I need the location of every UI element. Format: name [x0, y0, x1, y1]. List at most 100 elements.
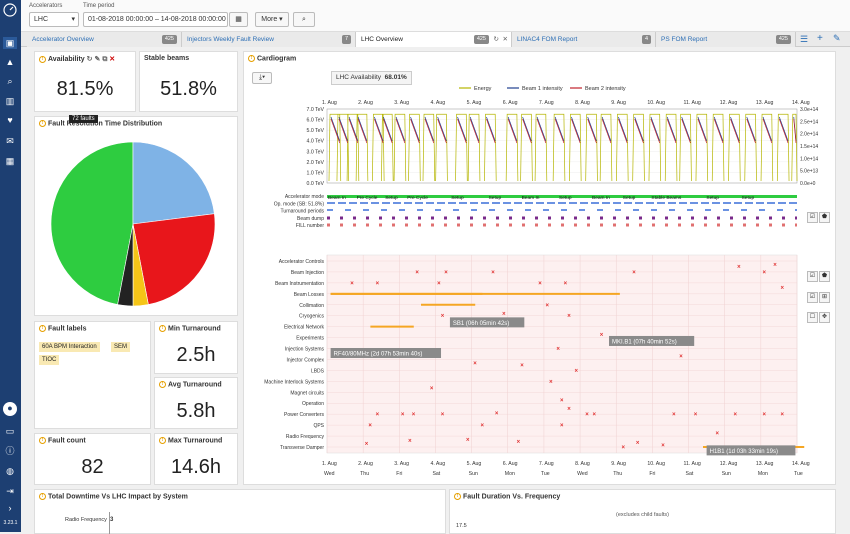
warning-icon: ! [159, 437, 166, 444]
stable-beams-panel: Stable beams 51.8% [139, 51, 238, 112]
bottom-day-label: 12. Aug [720, 461, 738, 467]
system-label: Injector Complex [286, 357, 324, 363]
info-icon[interactable]: ⓘ [5, 446, 15, 456]
download-button[interactable]: ⤓▾ [252, 72, 272, 84]
max-turnaround-panel: ! Max Turnaround 14.6h [154, 433, 238, 485]
bottom-day-label: 14. Aug [792, 461, 810, 467]
fault-marker: × [538, 281, 542, 287]
weekday-label: Tue [541, 471, 550, 477]
refresh-icon[interactable]: ↻ [86, 56, 93, 63]
accelerators-label: Accelerators [29, 3, 63, 9]
warning-icon: ! [159, 325, 166, 332]
right-tick-label: 3.0e+14 [800, 107, 818, 113]
bottom-day-label: 10. Aug [647, 461, 665, 467]
fault-marker: × [564, 281, 568, 287]
left-tick-label: 2.0 TeV [307, 160, 325, 166]
close-icon[interactable]: ✕ [502, 36, 508, 43]
refresh-icon[interactable]: ↻ [493, 36, 499, 43]
weekday-label: Fri [396, 471, 402, 477]
globe-icon[interactable]: ◍ [6, 466, 14, 476]
tag-icon[interactable]: ⬟ [819, 212, 830, 223]
fault-label-tag[interactable]: SEM [111, 342, 131, 352]
comments-icon[interactable]: ✉ [6, 136, 14, 146]
fault-label-tag[interactable]: 60A BPM Interaction [39, 342, 100, 352]
more-button[interactable]: More ▾ [255, 12, 289, 27]
left-tick-label: 1.0 TeV [307, 170, 325, 176]
tags-toggle[interactable]: ☑ [807, 212, 818, 223]
fault-marker: × [672, 412, 676, 418]
caret-down-icon: ▾ [71, 16, 75, 23]
search-icon[interactable]: ⌕ [7, 76, 13, 86]
duration-panel: ! Fault Duration Vs. Frequency (excludes … [449, 489, 836, 534]
tab-linac4-fom[interactable]: LINAC4 FOM Report 4 [512, 32, 656, 47]
tab-ps-fom[interactable]: PS FOM Report 425 [656, 32, 796, 47]
mode-label: Beam In [592, 195, 610, 201]
fault-label-tag[interactable]: TIOC [39, 355, 60, 365]
dashboard-icon[interactable]: ▣ [3, 37, 17, 49]
edit-tabs-icon[interactable]: ✎ [833, 33, 841, 43]
legend-label: Beam 2 intensity [585, 86, 626, 92]
fault-distribution-panel: ! Fault Resolution Time Distribution 72 f… [34, 115, 238, 316]
search-button[interactable]: ⌕ [293, 12, 315, 27]
user-avatar-icon[interactable]: ● [3, 402, 17, 416]
system-label: LBDS [311, 368, 325, 374]
accelerator-select[interactable]: LHC ▾ [29, 12, 79, 27]
system-label: Transverse Damper [280, 445, 324, 451]
top-day-label: 4. Aug [430, 100, 445, 106]
cardiogram-chart: Energy Beam 1 intensity Beam 2 intensity 1.… [264, 86, 818, 477]
logout-icon[interactable]: ⇥ [6, 486, 14, 496]
time-period-label: Time period [83, 3, 115, 9]
weekday-label: Mon [505, 471, 515, 477]
list-icon[interactable]: ☰ [800, 34, 809, 44]
beam1-series [330, 116, 797, 142]
fault-marker: × [401, 412, 405, 418]
left-tick-label: 6.0 TeV [307, 118, 325, 124]
fault-marker: × [600, 332, 604, 338]
fault-marker: × [520, 363, 524, 369]
expand-toggle[interactable]: ☐ [807, 312, 818, 323]
system-label: Operation [302, 401, 324, 407]
keyboard-icon[interactable]: ▭ [5, 426, 15, 436]
warning-icon: ! [248, 55, 255, 62]
tab-lhc-overview[interactable]: LHC Overview 425 ↻ ✕ [356, 32, 512, 47]
heartbeat-icon[interactable]: ♥ [7, 115, 13, 125]
calendar-button[interactable]: ▦ [229, 12, 248, 27]
copy-icon[interactable]: ⧉ [102, 56, 108, 63]
hierarchy-toggle[interactable]: ☑ [807, 292, 818, 303]
fault-count-title: ! Fault count [39, 437, 86, 444]
tag-icon[interactable]: ⬟ [819, 271, 830, 282]
sitemap-icon[interactable]: ⊞ [819, 292, 830, 303]
chart-icon[interactable]: ▥ [5, 96, 15, 106]
min-turnaround-panel: ! Min Turnaround 2.5h [154, 321, 238, 374]
right-tick-label: 1.0e+14 [800, 156, 818, 162]
fault-marker: × [466, 437, 470, 443]
system-label: Radio Frequency [286, 434, 325, 440]
time-period-input[interactable]: 01-08-2018 00:00:00 – 14-08-2018 00:00:0… [83, 12, 228, 27]
fault-marker: × [621, 445, 625, 451]
tab-injectors-weekly[interactable]: Injectors Weekly Fault Review 7 [182, 32, 356, 47]
availability-title: ! Availability ↻ ✎ ⧉ ✕ [39, 55, 115, 64]
close-icon[interactable]: ✕ [109, 56, 116, 63]
edit-icon[interactable]: ✎ [94, 56, 101, 63]
table-icon[interactable]: ▦ [5, 156, 15, 166]
expand-arrows-icon[interactable]: ✥ [819, 312, 830, 323]
warning-icon[interactable]: ▲ [5, 57, 15, 67]
expand-icon[interactable]: › [8, 503, 12, 513]
left-tick-label: 0.0 TeV [307, 181, 325, 187]
download-icon: ⤓ [258, 74, 263, 81]
tab-accelerator-overview[interactable]: Accelerator Overview 425 [27, 32, 182, 47]
bottom-day-label: 11. Aug [684, 461, 701, 467]
add-tab-icon[interactable]: + [817, 33, 823, 44]
cardiogram-title: ! Cardiogram [248, 55, 296, 62]
max-turnaround-value: 14.6h [170, 456, 222, 478]
bottom-day-label: 2. Aug [358, 461, 373, 467]
mode-label: Beam In [328, 195, 346, 201]
tags-toggle-2[interactable]: ☑ [807, 271, 818, 282]
mode-label: Setup [623, 195, 636, 201]
mode-label: Pre Cycle [357, 195, 378, 201]
legend-label: Energy [474, 86, 492, 92]
fault-marker: × [737, 264, 741, 270]
gauge-logo-icon[interactable] [3, 3, 17, 19]
fault-count-panel: ! Fault count 82 [34, 433, 151, 485]
system-label: Electrical Network [284, 325, 325, 331]
